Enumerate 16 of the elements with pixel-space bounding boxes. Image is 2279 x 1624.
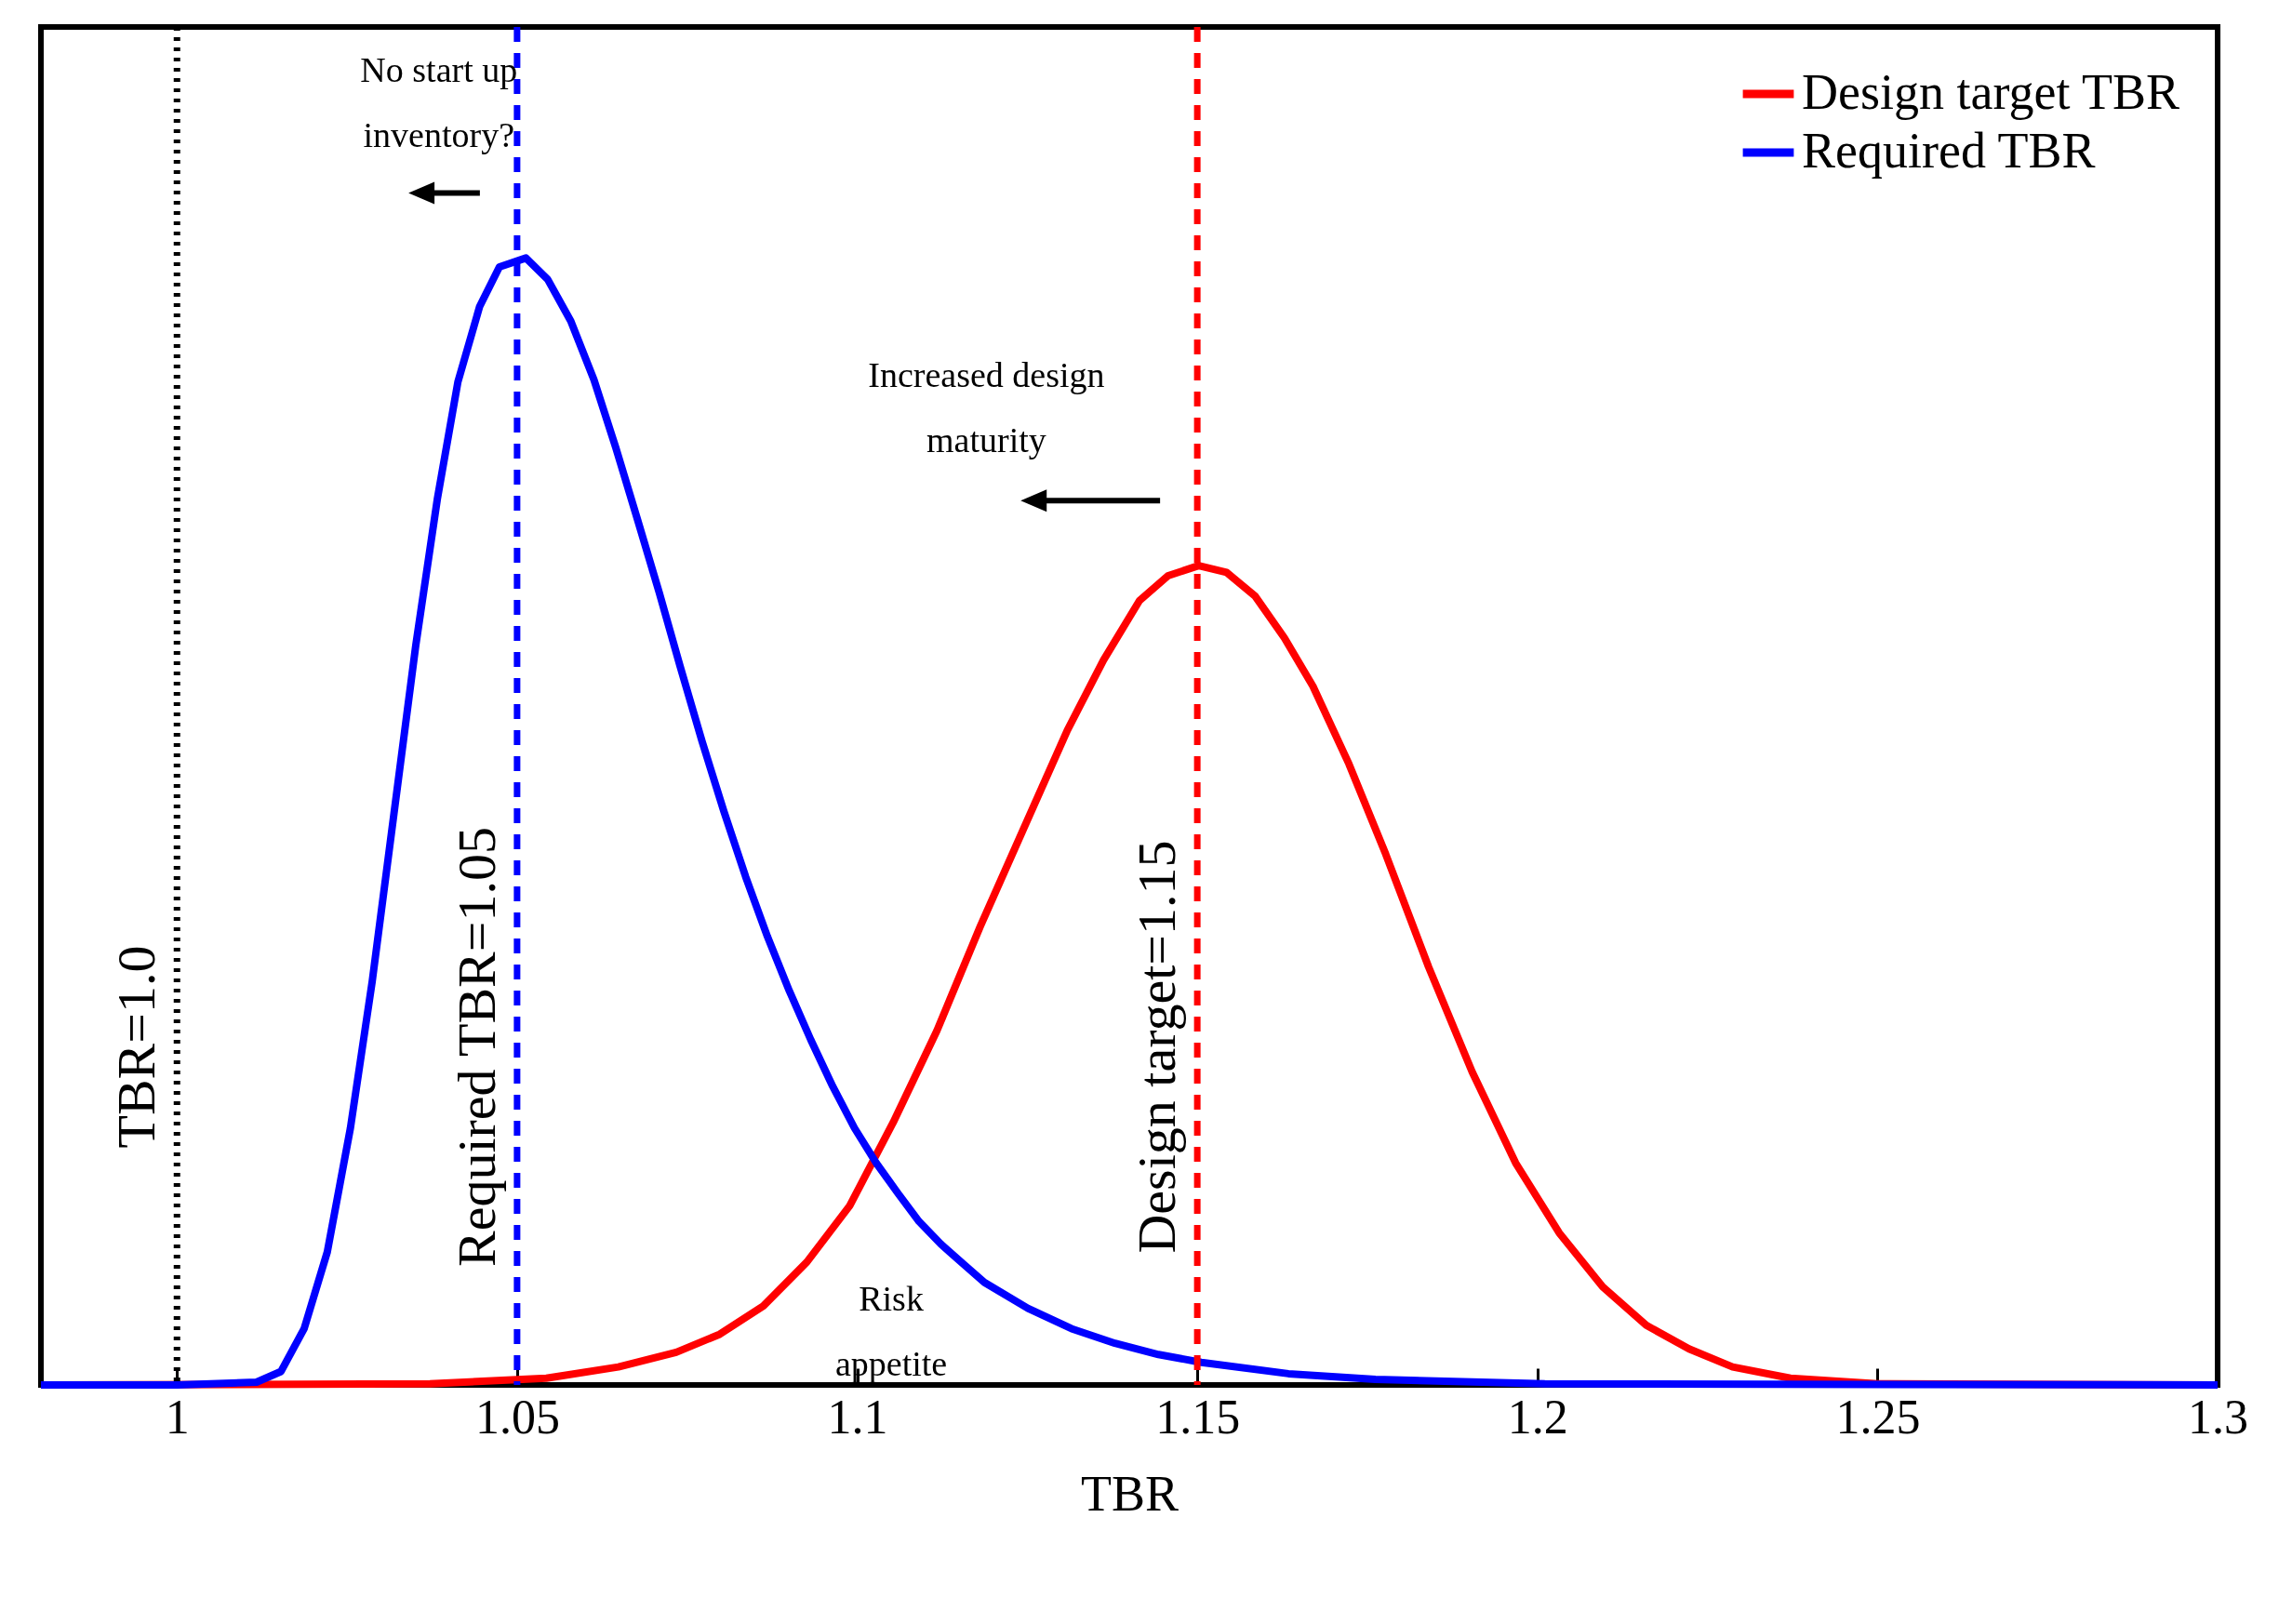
x-tick-label: 1.05 xyxy=(474,1390,560,1444)
annotation: Risk appetite xyxy=(834,1279,948,1384)
ref-line-label: TBR=1.0 xyxy=(106,945,167,1149)
legend-label: Design target TBR xyxy=(1802,64,2179,120)
x-tick-label: 1.3 xyxy=(2188,1390,2248,1444)
x-tick-label: 1.2 xyxy=(1507,1390,1568,1444)
x-axis-title: TBR xyxy=(1080,1465,1179,1522)
x-tick-label: 1 xyxy=(165,1390,190,1444)
ref-line-label: Required TBR=1.05 xyxy=(446,826,507,1268)
text: No start up inventory? xyxy=(360,50,518,155)
legend-label: Required TBR xyxy=(1802,123,2096,179)
annotation: Increased design maturity xyxy=(868,354,1105,459)
ref-line-label: Design target=1.15 xyxy=(1126,840,1188,1254)
x-tick-label: 1.1 xyxy=(827,1390,888,1444)
x-tick-label: 1.25 xyxy=(1835,1390,1921,1444)
x-tick-label: 1.15 xyxy=(1155,1390,1241,1444)
